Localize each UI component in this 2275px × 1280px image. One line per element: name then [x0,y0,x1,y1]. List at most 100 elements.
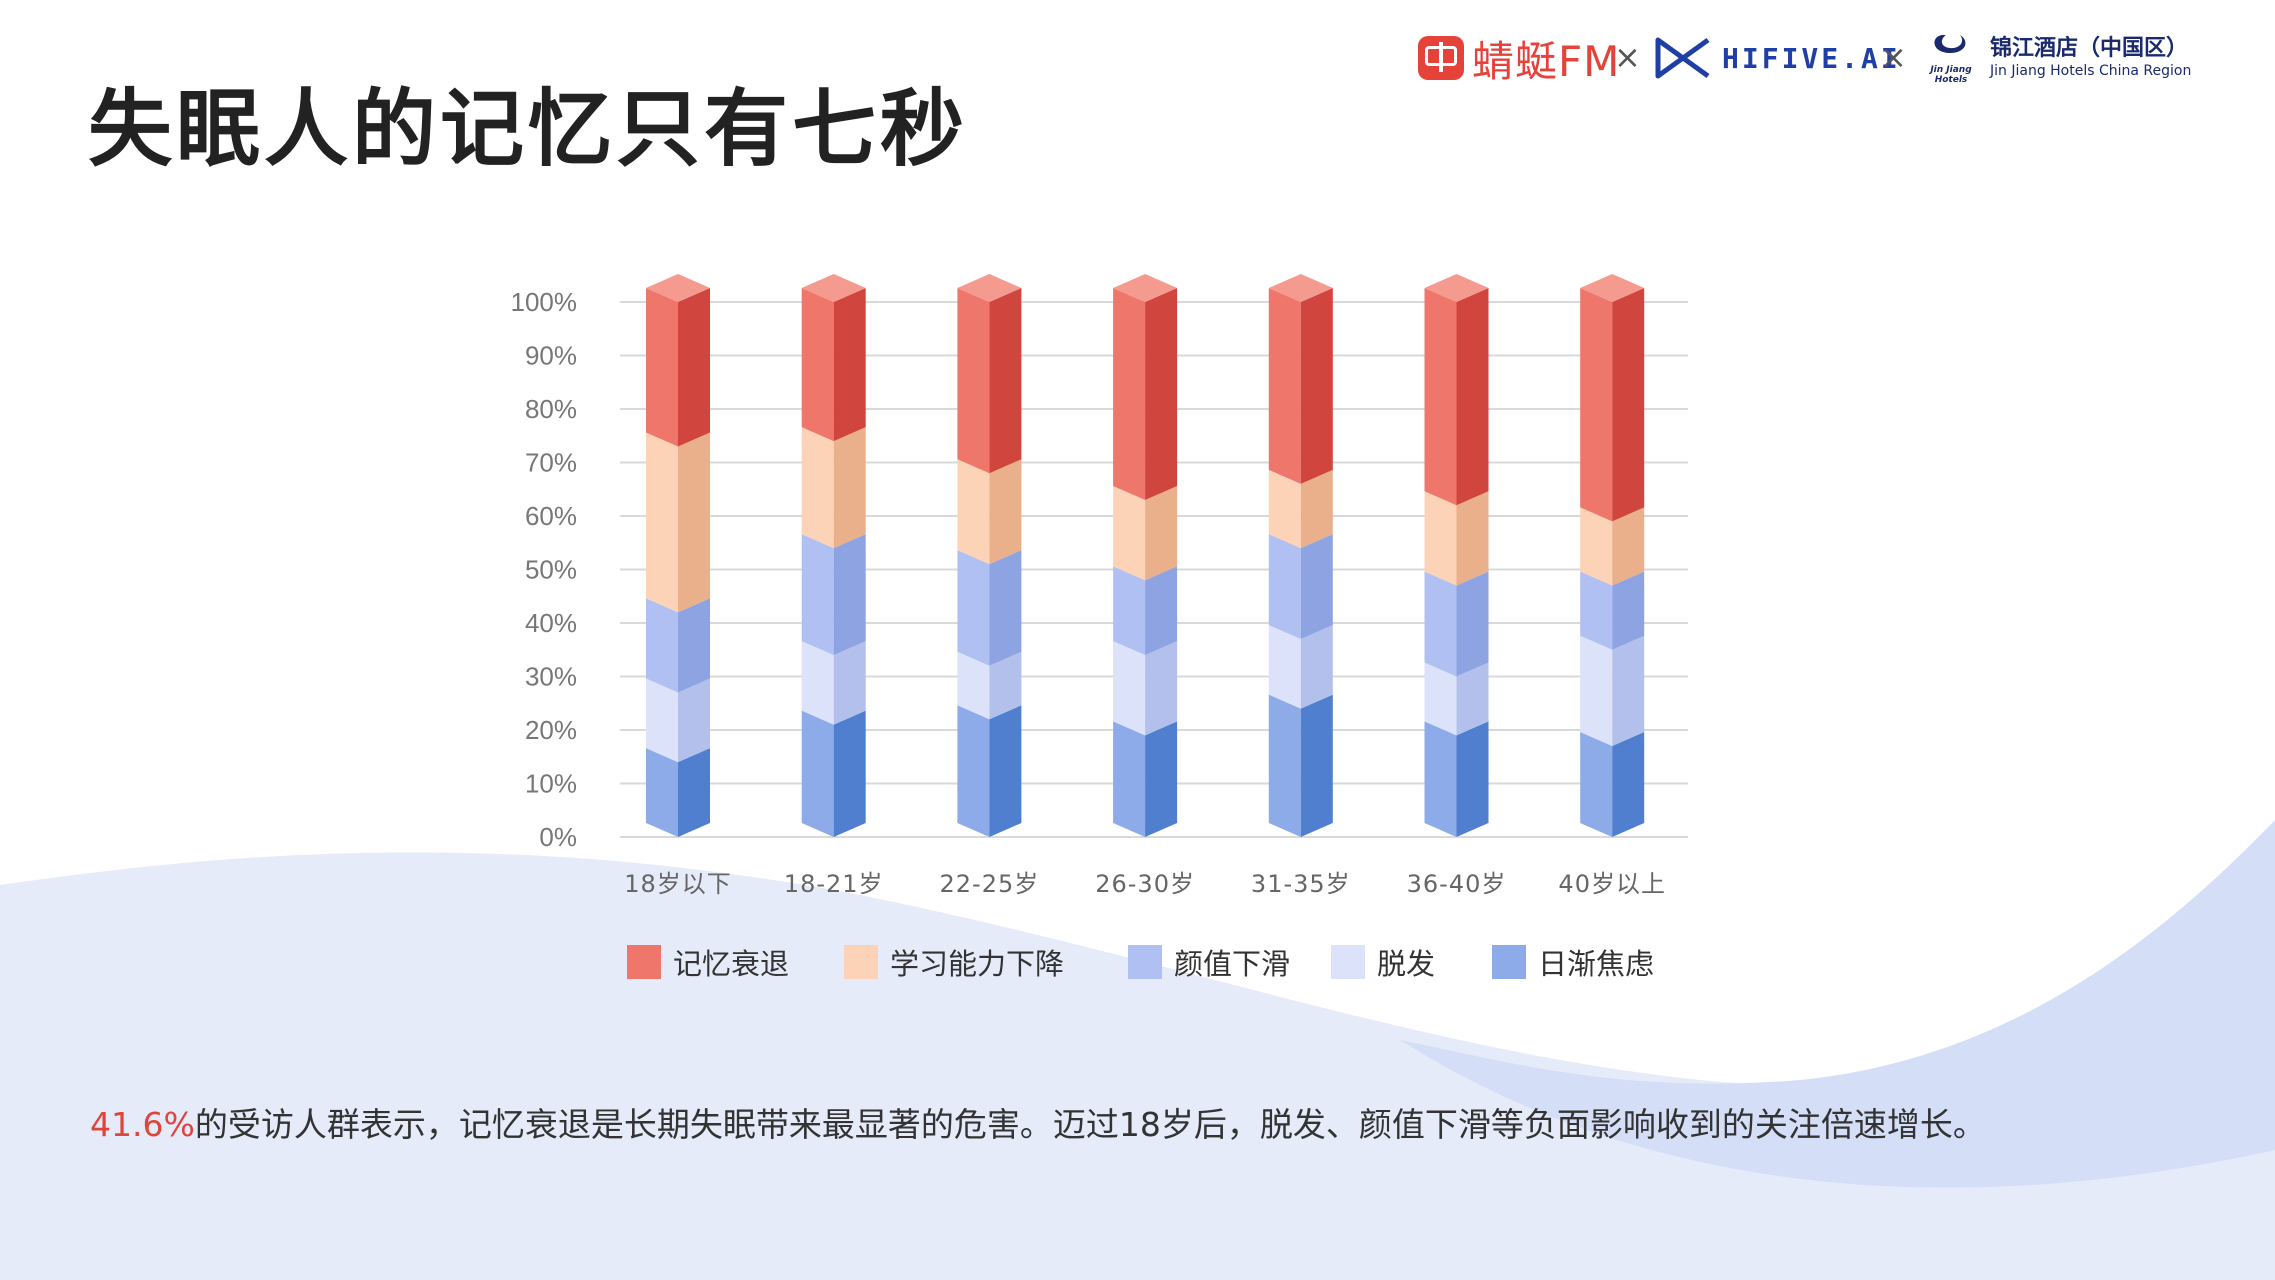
legend-label: 脱发 [1377,947,1436,981]
legend-label: 颜值下滑 [1174,947,1291,981]
bar-segment-front [957,651,990,720]
bar-segment-side [678,598,710,693]
caption-highlight: 41.6% [90,1105,195,1144]
bar-segment-front [1424,288,1457,506]
bar-segment-front [1113,288,1146,500]
bar-segment-side [678,678,710,763]
bar-segment-side [1145,288,1178,500]
bar-segment-front [801,641,834,725]
bar-segment-front [957,459,990,565]
bar-segment-side [1300,469,1333,549]
bar-segment-side [1456,721,1489,837]
bar-segment-side [989,288,1022,474]
bar-segment-front [1424,571,1457,677]
bar-segment-side [1612,635,1645,747]
bar-segment-front [1580,507,1613,586]
bar-stack [1268,274,1333,837]
jinjiang-name: 锦江酒店（中国区） [1990,36,2189,61]
chart-x-axis: 18岁以下 18-21岁 22-25岁 26-30岁 31-35岁 36-40岁 40岁以上 [624,870,1666,898]
legend-item: 颜值下滑 [1128,940,1290,984]
bar-segment-front [1268,534,1301,640]
bar-segment-front [646,432,678,613]
bar-segment-side [1145,566,1178,656]
radio-icon [1418,36,1464,80]
bar-segment-front [1580,571,1613,650]
bar-segment-side [833,534,866,656]
bar-segment-side [678,748,710,837]
bar-stack [1113,274,1178,837]
bar-top-cap [801,274,866,302]
bar-segment-front [957,550,990,666]
bar-segment-side [833,427,866,549]
bar-segment-front [801,534,834,656]
y-tick-label: 80% [525,394,577,424]
legend-item: 日渐焦虑 [1492,940,1654,984]
hifive-logo-text: HIFIVE.AI [1722,41,1901,75]
bar-segment-front [801,710,834,837]
bar-segment-side [1612,288,1645,522]
hifive-logo: HIFIVE.AI [1654,28,1901,88]
bar-segment-side [678,432,710,613]
y-tick-label: 30% [525,662,577,692]
y-tick-label: 50% [525,555,577,585]
bar-segment-side [989,705,1022,837]
bar-segment-side [1145,641,1178,736]
bar-stack [1580,274,1645,837]
y-tick-label: 70% [525,448,577,478]
page-title: 失眠人的记忆只有七秒 [88,80,969,178]
jinjiang-mark: Jin Jiang Hotels [1920,31,1982,85]
bar-segment-front [1268,694,1301,837]
chart-y-axis: 0% 10% 20% 30% 40% 50% 60% 70% 80% 90% 100% [511,287,578,852]
bar-segment-side [1456,288,1489,506]
y-tick-label: 10% [525,769,577,799]
bar-segment-side [1300,288,1333,484]
x-category-label: 31-35岁 [1251,870,1351,898]
bar-segment-side [1300,694,1333,837]
caption-body: 的受访人群表示，记忆衰退是长期失眠带来最显著的危害。迈过18岁后，脱发、颜值下滑… [194,1105,1986,1144]
bar-stack [1424,274,1489,837]
bar-top-cap [1424,274,1489,302]
bar-stack [801,274,866,837]
bar-segment-side [833,288,866,442]
bar-segment-side [1300,534,1333,640]
legend-item: 学习能力下降 [844,940,1064,984]
y-tick-label: 90% [525,341,577,371]
bar-segment-side [1612,507,1645,586]
bar-top-cap [1268,274,1333,302]
bar-segment-front [646,748,678,837]
bar-top-cap [957,274,1022,302]
bar-segment-side [1612,571,1645,650]
qingting-logo-text: 蜻蜓FM [1472,36,1621,86]
y-tick-label: 40% [525,608,577,638]
bar-segment-front [1113,641,1146,736]
bar-stack [646,274,710,837]
bar-segment-front [957,288,990,474]
y-tick-label: 100% [511,287,578,317]
chart-bars [646,274,1645,837]
times-separator: × [1614,38,1641,76]
x-category-label: 26-30岁 [1095,870,1195,898]
bar-segment-front [1580,732,1613,837]
legend-swatch [627,945,661,979]
bar-segment-side [989,651,1022,720]
bar-segment-side [1456,491,1489,586]
bar-segment-side [678,288,710,447]
bar-top-cap [1580,274,1645,302]
bar-stack [957,274,1022,837]
bar-segment-side [989,550,1022,666]
background-wave-light [0,852,2275,1280]
bar-segment-front [1113,566,1146,656]
jinjiang-logo: Jin Jiang Hotels 锦江酒店（中国区） Jin Jiang Hot… [1920,28,2191,88]
x-category-label: 22-25岁 [940,870,1040,898]
bar-segment-front [1268,469,1301,549]
legend-label: 学习能力下降 [890,947,1065,981]
bar-segment-side [1145,721,1178,837]
legend-swatch [844,945,878,979]
bar-segment-front [1268,288,1301,484]
bar-segment-front [646,598,678,693]
partner-logos: 蜻蜓FM × HIFIVE.AI × Jin Jiang Hotels 锦江酒店… [1418,28,2198,88]
jinjiang-subtitle: Jin Jiang Hotels China Region [1990,63,2192,79]
x-category-label: 40岁以上 [1558,870,1666,898]
